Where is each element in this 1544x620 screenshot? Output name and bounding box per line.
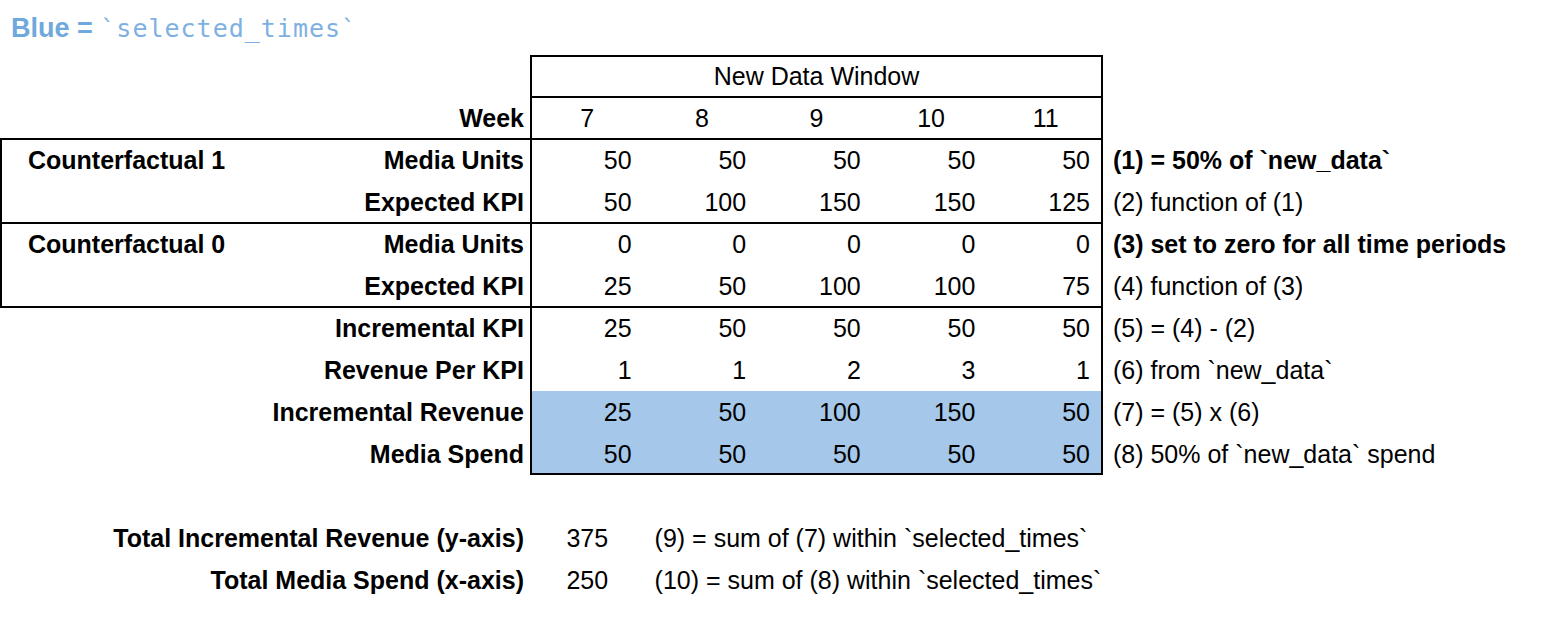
value-cell-highlighted: 150 [874,391,989,433]
value-cell: 100 [759,265,874,307]
value-cell-highlighted: 25 [530,391,645,433]
value-cell: 0 [645,223,760,265]
value-cell-highlighted: 50 [874,433,989,475]
group-label-counterfactual-0: Counterfactual 0 [28,223,225,265]
value-cell: 0 [530,223,645,265]
table-row-revenue-per-kpi: Revenue Per KPI 1 1 2 3 1 (6) from `new_… [0,349,1544,391]
row-label: Expected KPI [364,188,524,216]
week-cell: 10 [874,97,989,139]
table-row-incremental-kpi: Incremental KPI 25 50 50 50 50 (5) = (4)… [0,307,1544,349]
value-cell: 50 [759,139,874,181]
value-cell: 50 [874,139,989,181]
row-note: (4) function of (3) [1103,265,1544,307]
row-note: (1) = 50% of `new_data` [1103,139,1544,181]
row-label: Incremental Revenue [273,398,525,426]
row-label: Media Units [384,146,524,174]
value-cell: 1 [645,349,760,391]
row-note: (6) from `new_data` [1103,349,1544,391]
value-cell-highlighted: 100 [759,391,874,433]
value-cell: 2 [759,349,874,391]
week-cell: 7 [530,97,645,139]
value-cell: 50 [874,307,989,349]
value-cell-highlighted: 50 [645,433,760,475]
total-label: Total Media Spend (x-axis) [0,559,530,601]
row-label: Media Spend [370,440,524,468]
week-row: Week 7 8 9 10 11 [0,97,1544,139]
value-cell: 50 [530,181,645,223]
total-value: 375 [530,517,645,559]
legend-code-label: `selected_times` [100,14,357,43]
value-cell: 150 [759,181,874,223]
total-note: (9) = sum of (7) within `selected_times` [645,517,1544,559]
value-cell: 0 [988,223,1103,265]
value-cell: 50 [645,307,760,349]
row-note: (8) 50% of `new_data` spend [1103,433,1544,475]
value-cell: 50 [988,307,1103,349]
total-note: (10) = sum of (8) within `selected_times… [645,559,1544,601]
value-cell: 100 [874,265,989,307]
row-label: Revenue Per KPI [324,356,524,384]
value-cell: 3 [874,349,989,391]
value-cell-highlighted: 50 [645,391,760,433]
value-cell-highlighted: 50 [988,391,1103,433]
table-row-expected-kpi-cf1: Expected KPI 50 100 150 150 125 (2) func… [0,181,1544,223]
row-note: (7) = (5) x (6) [1103,391,1544,433]
value-cell: 125 [988,181,1103,223]
value-cell: 100 [645,181,760,223]
value-cell: 50 [988,139,1103,181]
row-note: (5) = (4) - (2) [1103,307,1544,349]
table-row-expected-kpi-cf0: Expected KPI 25 50 100 100 75 (4) functi… [0,265,1544,307]
row-label: Incremental KPI [335,314,524,342]
week-label: Week [0,97,530,139]
group-label-counterfactual-1: Counterfactual 1 [28,139,225,181]
week-cell: 8 [645,97,760,139]
row-label: Media Units [384,230,524,258]
row-note: (2) function of (1) [1103,181,1544,223]
value-cell: 50 [759,307,874,349]
table-row-media-units-cf0: Counterfactual 0 Media Units 0 0 0 0 0 (… [0,223,1544,265]
value-cell: 1 [988,349,1103,391]
week-row-spacer [1103,97,1544,139]
value-cell-highlighted: 50 [988,433,1103,475]
row-label: Expected KPI [364,272,524,300]
value-cell: 150 [874,181,989,223]
week-cell: 11 [988,97,1103,139]
table-row-media-units-cf1: Counterfactual 1 Media Units 50 50 50 50… [0,139,1544,181]
total-value: 250 [530,559,645,601]
total-media-spend-row: Total Media Spend (x-axis) 250 (10) = su… [0,559,1544,601]
value-cell: 50 [645,139,760,181]
table-row-incremental-revenue-highlighted: Incremental Revenue 25 50 100 150 50 (7)… [0,391,1544,433]
total-label: Total Incremental Revenue (y-axis) [0,517,530,559]
value-cell: 0 [759,223,874,265]
value-cell: 1 [530,349,645,391]
page-title: Blue = `selected_times` [11,13,357,44]
value-cell: 50 [530,139,645,181]
value-cell: 0 [874,223,989,265]
table-row-media-spend-highlighted: Media Spend 50 50 50 50 50 (8) 50% of `n… [0,433,1544,475]
value-cell: 25 [530,307,645,349]
total-incremental-revenue-row: Total Incremental Revenue (y-axis) 375 (… [0,517,1544,559]
week-cell: 9 [759,97,874,139]
value-cell-highlighted: 50 [530,433,645,475]
slide: Blue = `selected_times` New Data Window … [0,0,1544,620]
value-cell-highlighted: 50 [759,433,874,475]
table-header-cell: New Data Window [530,55,1103,97]
value-cell: 75 [988,265,1103,307]
value-cell: 50 [645,265,760,307]
legend-blue-label: Blue = [11,13,100,43]
row-note: (3) set to zero for all time periods [1103,223,1544,265]
value-cell: 25 [530,265,645,307]
